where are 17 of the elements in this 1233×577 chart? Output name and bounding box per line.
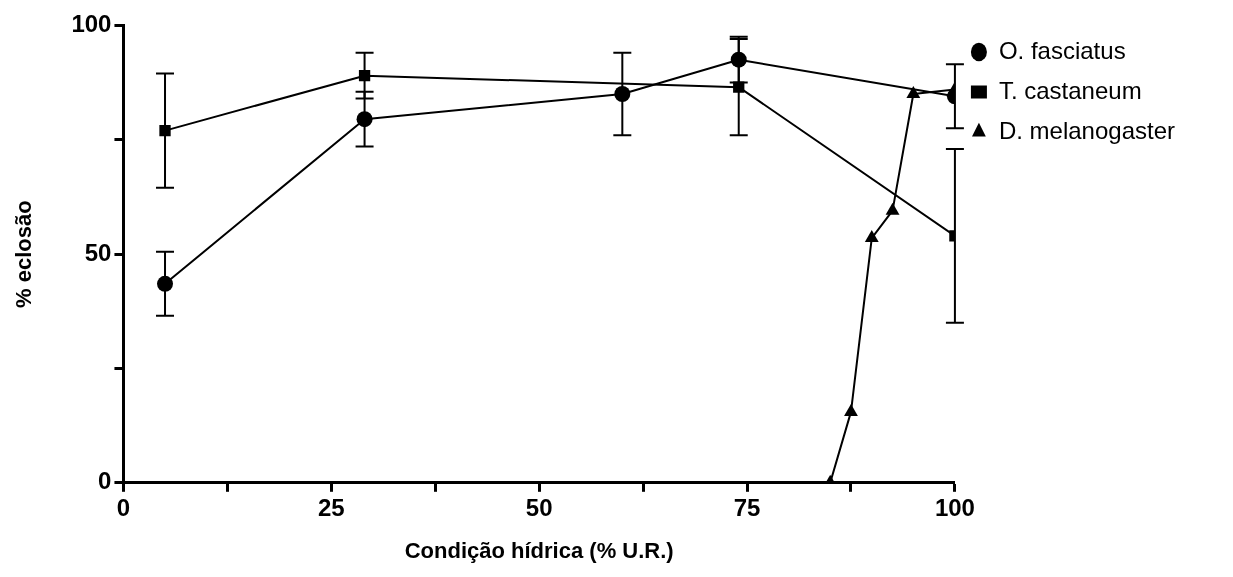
- y-axis-title: % eclosão: [11, 200, 37, 308]
- x-tick-label: 25: [317, 493, 345, 521]
- y-tick-label: 0: [98, 467, 112, 495]
- y-tick-label: 100: [71, 10, 112, 38]
- point: [864, 230, 879, 243]
- x-tick-label: 50: [525, 493, 553, 521]
- legend-label: O. fasciatus: [998, 36, 1126, 64]
- point: [844, 403, 858, 416]
- legend-label: T. castaneum: [998, 76, 1142, 104]
- x-tick-label: 75: [733, 493, 761, 521]
- y-tick-label: 50: [84, 238, 112, 266]
- x-axis-title: Condição hídrica (% U.R.): [404, 537, 674, 563]
- x-tick-label: 0: [116, 493, 131, 521]
- point: [885, 202, 900, 215]
- legend-label: D. melanogaster: [998, 116, 1176, 144]
- x-tick-label: 100: [934, 493, 975, 521]
- point: [906, 86, 921, 99]
